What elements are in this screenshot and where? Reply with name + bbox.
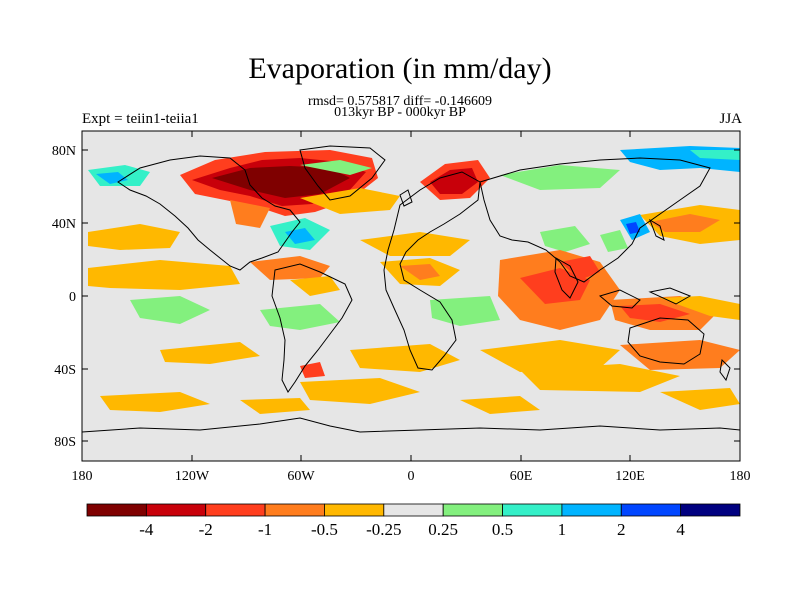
x-tick-60w: 60W <box>287 469 315 484</box>
colorbar-swatch <box>264 503 325 517</box>
colorbar-label: 1 <box>558 520 567 539</box>
colorbar-label: 2 <box>617 520 626 539</box>
anomaly-field <box>88 146 740 414</box>
colorbar-label: 4 <box>676 520 685 539</box>
colorbar-swatch <box>324 503 385 517</box>
colorbar-swatch <box>383 503 444 517</box>
colorbar-swatch <box>145 503 207 517</box>
colorbar-swatch <box>86 503 147 517</box>
x-tick-180e: 180 <box>730 469 751 484</box>
y-tick-labels: 80N 40N 0 40S 80S <box>52 144 76 450</box>
y-tick-40n: 40N <box>52 217 76 232</box>
colorbar-swatch <box>620 503 682 517</box>
colorbar: -4 -2 -1 -0.5 -0.25 0.25 0.5 1 2 4 <box>86 503 741 539</box>
stats-line: rmsd= 0.575817 diff= -0.146609 <box>308 94 492 109</box>
colorbar-swatch <box>442 503 503 517</box>
colorbar-swatch <box>205 503 266 517</box>
colorbar-label: -0.5 <box>311 520 338 539</box>
x-tick-180w: 180 <box>72 469 93 484</box>
colorbar-swatch <box>502 503 563 517</box>
colorbar-label: 0.5 <box>492 520 513 539</box>
x-tick-120e: 120E <box>615 469 645 484</box>
colorbar-swatch <box>680 503 741 517</box>
colorbar-label: -4 <box>139 520 154 539</box>
season-label: JJA <box>719 111 742 127</box>
colorbar-label: -0.25 <box>366 520 401 539</box>
colorbar-label: 0.25 <box>428 520 458 539</box>
period-line: 013kyr BP - 000kyr BP <box>334 105 466 120</box>
experiment-label: Expt = teiin1-teiia1 <box>82 111 199 127</box>
y-tick-80n: 80N <box>52 144 76 159</box>
map-panel <box>82 131 740 461</box>
y-tick-0: 0 <box>69 290 76 305</box>
x-tick-0: 0 <box>408 469 415 484</box>
axis-ticks <box>81 131 741 461</box>
x-tick-60e: 60E <box>510 469 533 484</box>
colorbar-swatch <box>561 503 622 517</box>
x-tick-120w: 120W <box>175 469 210 484</box>
map-background <box>82 131 740 461</box>
x-tick-labels: 180 120W 60W 0 60E 120E 180 <box>72 469 751 484</box>
figure-title: Evaporation (in mm/day) <box>248 52 552 85</box>
colorbar-label: -2 <box>199 520 213 539</box>
colorbar-label: -1 <box>258 520 272 539</box>
y-tick-80s: 80S <box>54 435 76 450</box>
coastlines <box>82 145 740 433</box>
y-tick-40s: 40S <box>54 363 76 378</box>
